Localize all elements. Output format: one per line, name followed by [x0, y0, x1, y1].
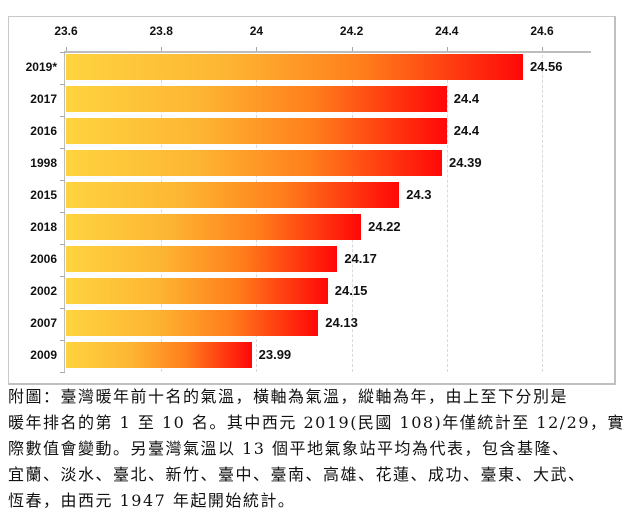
gridline — [351, 50, 353, 372]
y-category-label: 2017 — [30, 92, 57, 106]
x-tick-label: 24.4 — [435, 24, 459, 38]
value-label: 24.22 — [368, 219, 401, 234]
x-tick-label: 23.6 — [54, 24, 78, 38]
y-tick-mark — [60, 244, 65, 245]
value-label: 24.4 — [453, 123, 480, 138]
y-tick-mark — [60, 212, 65, 213]
y-tick-mark — [60, 84, 65, 85]
caption-line: 宜蘭、淡水、臺北、新竹、臺中、臺南、高雄、花蓮、成功、臺東、大武、 — [8, 465, 586, 484]
bar-2019 — [66, 54, 523, 80]
caption-line: 際數值會變動。另臺灣氣溫以 13 個平地氣象站平均為代表，包含基隆、 — [8, 439, 570, 458]
left-axis-line — [64, 51, 65, 372]
gridline — [161, 50, 163, 372]
value-label: 24.4 — [453, 91, 480, 106]
x-tick-mark — [161, 47, 163, 52]
x-tick-label: 24.6 — [530, 24, 554, 38]
bar-2017 — [66, 86, 447, 112]
y-category-label: 2016 — [30, 124, 57, 138]
y-category-label: 1998 — [30, 156, 57, 170]
y-category-label: 2019* — [25, 60, 57, 74]
x-tick-label: 23.8 — [149, 24, 173, 38]
bar-2007 — [66, 310, 319, 336]
value-label: 23.99 — [258, 347, 292, 362]
y-category-label: 2006 — [30, 252, 57, 266]
gridline — [446, 50, 448, 372]
x-tick-label: 24 — [249, 24, 264, 38]
bar-2015 — [66, 182, 400, 208]
value-label: 24.15 — [334, 283, 368, 298]
y-category-label: 2002 — [30, 284, 57, 298]
y-category-label: 2007 — [30, 316, 57, 330]
top-axis-line — [64, 51, 591, 53]
value-label: 24.13 — [325, 315, 358, 330]
x-tick-mark — [66, 47, 67, 52]
caption-line: 恆春，由西元 1947 年起開始統計。 — [8, 491, 296, 510]
value-label: 24.3 — [406, 187, 432, 202]
gridline — [256, 50, 258, 372]
y-tick-mark — [60, 276, 65, 277]
gridline — [542, 50, 543, 372]
y-tick-mark — [60, 340, 65, 341]
y-category-label: 2018 — [30, 220, 57, 234]
bar-1998 — [66, 150, 443, 176]
y-tick-mark — [60, 308, 65, 309]
value-label: 24.39 — [449, 155, 482, 170]
y-category-label: 2015 — [30, 188, 57, 202]
y-tick-mark — [60, 372, 65, 373]
x-tick-mark — [446, 47, 448, 52]
y-tick-mark — [60, 148, 65, 149]
y-tick-mark — [60, 116, 65, 117]
bar-2002 — [66, 278, 328, 304]
value-label: 24.17 — [344, 251, 377, 266]
y-tick-mark — [60, 180, 65, 181]
x-tick-mark — [256, 47, 258, 52]
bar-2018 — [66, 214, 362, 240]
value-label: 24.56 — [529, 59, 563, 74]
bar-2006 — [66, 246, 338, 272]
y-category-label: 2009 — [30, 348, 57, 362]
x-tick-mark — [351, 47, 353, 52]
figure-caption: 附圖：臺灣暖年前十名的氣溫，橫軸為氣溫，縱軸為年，由上至下分別是 暖年排名的第 … — [8, 384, 633, 514]
x-tick-mark — [542, 47, 543, 52]
bar-2016 — [66, 118, 447, 144]
y-tick-mark — [60, 52, 65, 53]
caption-line: 附圖：臺灣暖年前十名的氣溫，橫軸為氣溫，縱軸為年，由上至下分別是 — [8, 387, 569, 406]
caption-line: 暖年排名的第 1 至 10 名。其中西元 2019(民國 108)年僅統計至 1… — [8, 413, 625, 432]
x-tick-label: 24.2 — [339, 24, 364, 38]
bar-2009 — [66, 342, 252, 368]
